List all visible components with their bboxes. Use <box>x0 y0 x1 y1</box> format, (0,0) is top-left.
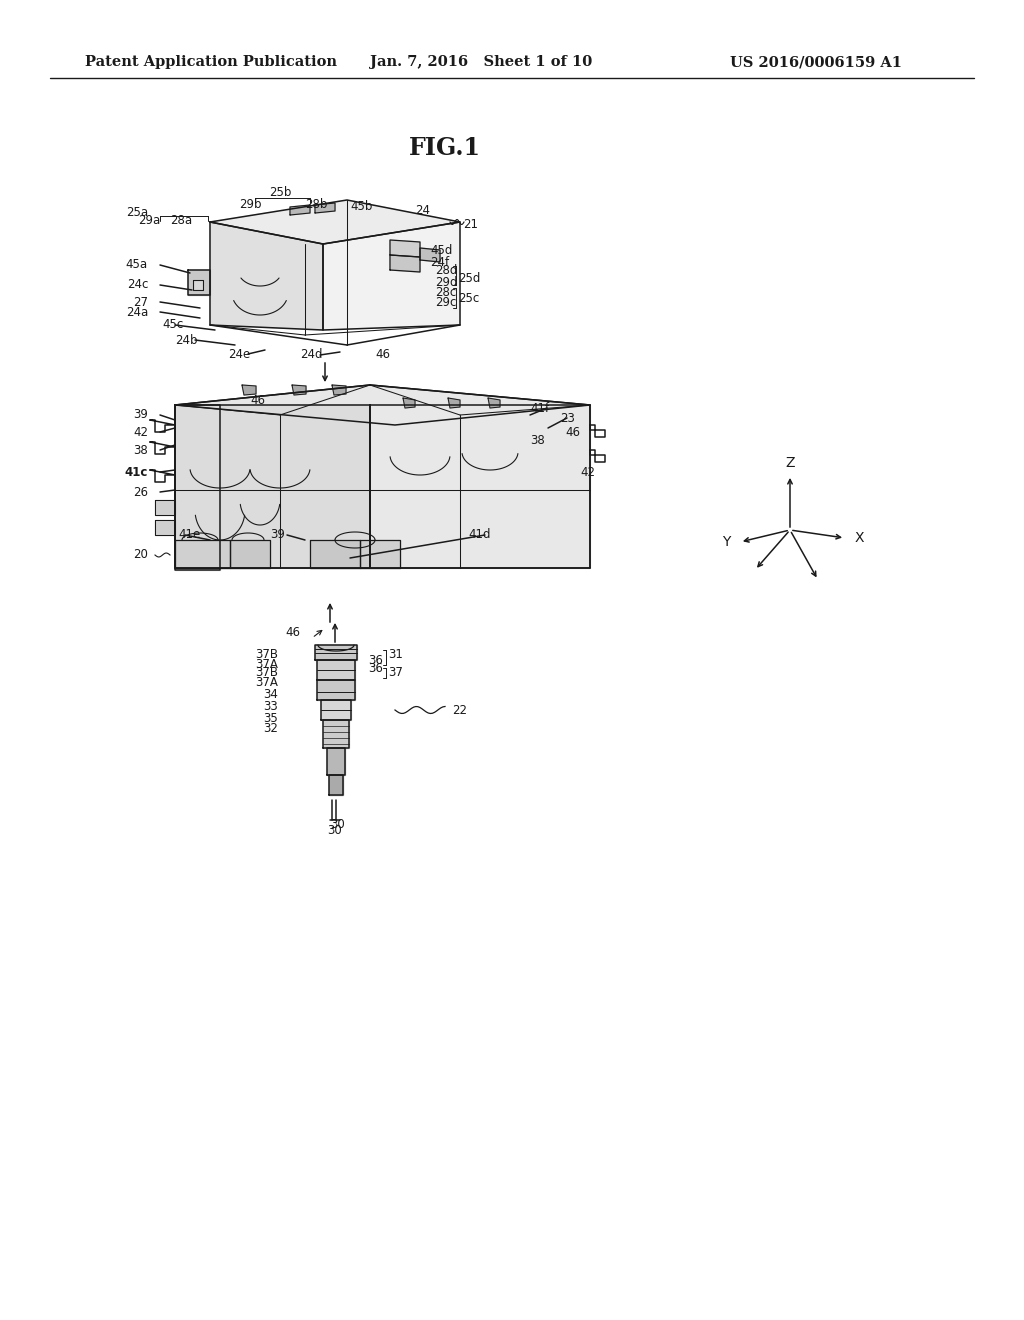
Text: 41f: 41f <box>530 401 549 414</box>
Polygon shape <box>360 540 400 568</box>
Polygon shape <box>323 222 460 330</box>
Text: 41c: 41c <box>125 466 148 479</box>
Text: 29c: 29c <box>435 297 457 309</box>
Text: 42: 42 <box>580 466 595 479</box>
Polygon shape <box>488 399 500 408</box>
Polygon shape <box>315 203 335 213</box>
Polygon shape <box>321 700 351 719</box>
Polygon shape <box>315 645 357 660</box>
Text: 38: 38 <box>133 444 148 457</box>
Text: 29b: 29b <box>240 198 262 211</box>
Text: 25a: 25a <box>126 206 148 219</box>
Polygon shape <box>420 248 440 261</box>
Polygon shape <box>323 719 349 748</box>
Text: 24: 24 <box>415 203 430 216</box>
Text: 37B: 37B <box>255 648 278 661</box>
Polygon shape <box>175 540 230 568</box>
Text: 24d: 24d <box>300 348 323 362</box>
Text: 39: 39 <box>270 528 285 541</box>
Polygon shape <box>155 500 175 515</box>
Text: Jan. 7, 2016   Sheet 1 of 10: Jan. 7, 2016 Sheet 1 of 10 <box>370 55 592 69</box>
Text: 24f: 24f <box>430 256 450 268</box>
Text: 26: 26 <box>133 486 148 499</box>
Text: Y: Y <box>722 535 730 549</box>
Text: 28b: 28b <box>305 198 328 211</box>
Text: 35: 35 <box>263 711 278 725</box>
Polygon shape <box>370 405 590 568</box>
Text: 27: 27 <box>133 296 148 309</box>
Text: 34: 34 <box>263 689 278 701</box>
Text: 29a: 29a <box>138 214 160 227</box>
Polygon shape <box>210 222 323 330</box>
Text: 46: 46 <box>565 425 580 438</box>
Text: 25b: 25b <box>269 186 291 198</box>
Polygon shape <box>449 399 460 408</box>
Text: 30: 30 <box>328 824 342 837</box>
Polygon shape <box>290 205 310 215</box>
Text: US 2016/0006159 A1: US 2016/0006159 A1 <box>730 55 902 69</box>
Text: 22: 22 <box>452 704 467 717</box>
Text: 42: 42 <box>133 425 148 438</box>
Text: 24b: 24b <box>175 334 198 346</box>
Polygon shape <box>292 385 306 395</box>
Polygon shape <box>155 520 175 535</box>
Polygon shape <box>390 240 420 257</box>
Polygon shape <box>327 748 345 775</box>
Polygon shape <box>403 399 415 408</box>
Text: 46: 46 <box>250 393 265 407</box>
Polygon shape <box>210 201 460 244</box>
Text: 31: 31 <box>388 648 402 661</box>
Polygon shape <box>175 405 220 570</box>
Text: Patent Application Publication: Patent Application Publication <box>85 55 337 69</box>
Polygon shape <box>188 271 210 294</box>
Text: 36: 36 <box>368 661 383 675</box>
Text: 45b: 45b <box>350 199 373 213</box>
Text: 24a: 24a <box>126 305 148 318</box>
Text: X: X <box>855 531 864 545</box>
Polygon shape <box>175 385 590 425</box>
Polygon shape <box>317 660 355 680</box>
Text: 33: 33 <box>263 700 278 713</box>
Text: 30: 30 <box>331 818 345 832</box>
Text: 36: 36 <box>368 655 383 668</box>
Text: 20: 20 <box>133 549 148 561</box>
Text: 37: 37 <box>388 667 402 680</box>
Polygon shape <box>329 775 343 795</box>
Polygon shape <box>175 405 370 568</box>
Polygon shape <box>310 540 360 568</box>
Text: 29d: 29d <box>435 276 458 289</box>
Text: 39: 39 <box>133 408 148 421</box>
Text: 45a: 45a <box>126 259 148 272</box>
Polygon shape <box>193 280 203 290</box>
Text: 24c: 24c <box>127 279 148 292</box>
Text: 28a: 28a <box>170 214 193 227</box>
Polygon shape <box>332 385 346 395</box>
Text: 23: 23 <box>560 412 574 425</box>
Text: 25c: 25c <box>458 292 479 305</box>
Text: 21: 21 <box>463 219 478 231</box>
Text: Z: Z <box>785 455 795 470</box>
Text: 32: 32 <box>263 722 278 734</box>
Text: 28c: 28c <box>435 286 457 300</box>
Polygon shape <box>230 540 270 568</box>
Text: 28d: 28d <box>435 264 458 276</box>
Polygon shape <box>242 385 256 395</box>
Text: 38: 38 <box>530 433 545 446</box>
Text: 46: 46 <box>375 348 390 362</box>
Text: 41e: 41e <box>178 528 201 541</box>
Text: FIG.1: FIG.1 <box>409 136 481 160</box>
Polygon shape <box>390 255 420 272</box>
Text: 25d: 25d <box>458 272 480 285</box>
Text: 45d: 45d <box>430 243 453 256</box>
Text: 41d: 41d <box>468 528 490 541</box>
Text: 45c: 45c <box>162 318 183 331</box>
Text: 37B: 37B <box>255 667 278 680</box>
Text: 24e: 24e <box>228 347 250 360</box>
Polygon shape <box>317 680 355 700</box>
Text: 37A: 37A <box>255 676 278 689</box>
Text: 46: 46 <box>285 626 300 639</box>
Text: 37A: 37A <box>255 657 278 671</box>
